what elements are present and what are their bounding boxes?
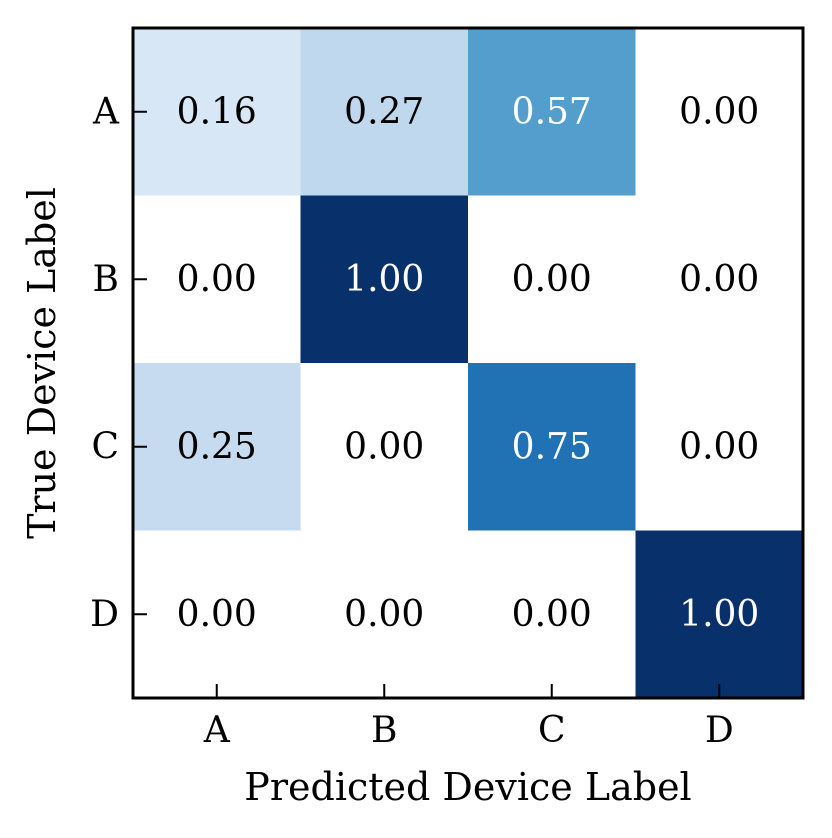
y-tick-label: B — [93, 259, 119, 300]
x-tick-label: C — [538, 710, 566, 751]
cell-value-label: 0.00 — [679, 426, 759, 467]
x-tick-label: D — [705, 710, 734, 751]
cell-value-label: 0.00 — [344, 426, 424, 467]
y-tick-label: A — [92, 91, 120, 132]
y-axis-label: True Device Label — [20, 187, 64, 539]
x-tick-label: B — [371, 710, 397, 751]
heatmap-cell — [300, 363, 469, 531]
heatmap-cell — [300, 28, 469, 196]
cell-value-label: 0.16 — [177, 91, 257, 132]
heatmap-cell — [635, 530, 804, 699]
cell-value-label: 0.00 — [344, 594, 424, 635]
cell-value-labels: 0.16 0.27 0.57 0.00 0.00 1.00 0.00 0.00 0.25 0.00… — [177, 91, 760, 635]
x-axis-label: Predicted Device Label — [244, 765, 691, 809]
heatmap-cell — [468, 530, 636, 699]
heatmap-cell — [468, 28, 636, 196]
cell-value-label: 1.00 — [344, 259, 424, 300]
cell-value-label: 0.00 — [177, 594, 257, 635]
heatmap-cells — [133, 28, 804, 699]
y-tick-label: D — [90, 594, 119, 635]
cell-value-label: 0.57 — [512, 91, 592, 132]
y-axis-ticks: A B C D — [90, 91, 147, 635]
heatmap-cell — [468, 195, 636, 364]
heatmap-cell — [133, 530, 301, 699]
cell-value-label: 0.00 — [679, 259, 759, 300]
heatmap-cell — [300, 195, 469, 364]
heatmap-cell — [133, 28, 301, 196]
cell-value-label: 0.00 — [512, 594, 592, 635]
heatmap-cell — [635, 195, 804, 364]
heatmap-cell — [635, 28, 804, 196]
heatmap-cell — [133, 195, 301, 364]
cell-value-label: 0.00 — [679, 91, 759, 132]
heatmap-cell — [300, 530, 469, 699]
cell-value-label: 1.00 — [679, 594, 759, 635]
x-axis-ticks: A B C D — [203, 684, 734, 751]
x-tick-label: A — [203, 710, 231, 751]
heatmap-cell — [468, 363, 636, 531]
heatmap-cell — [133, 363, 301, 531]
cell-value-label: 0.25 — [177, 426, 257, 467]
cell-value-label: 0.75 — [512, 426, 592, 467]
y-tick-label: C — [91, 426, 119, 467]
cell-value-label: 0.27 — [344, 91, 424, 132]
cell-value-label: 0.00 — [177, 259, 257, 300]
plot-frame — [131, 26, 805, 700]
heatmap-cell — [635, 363, 804, 531]
cell-value-label: 0.00 — [512, 259, 592, 300]
